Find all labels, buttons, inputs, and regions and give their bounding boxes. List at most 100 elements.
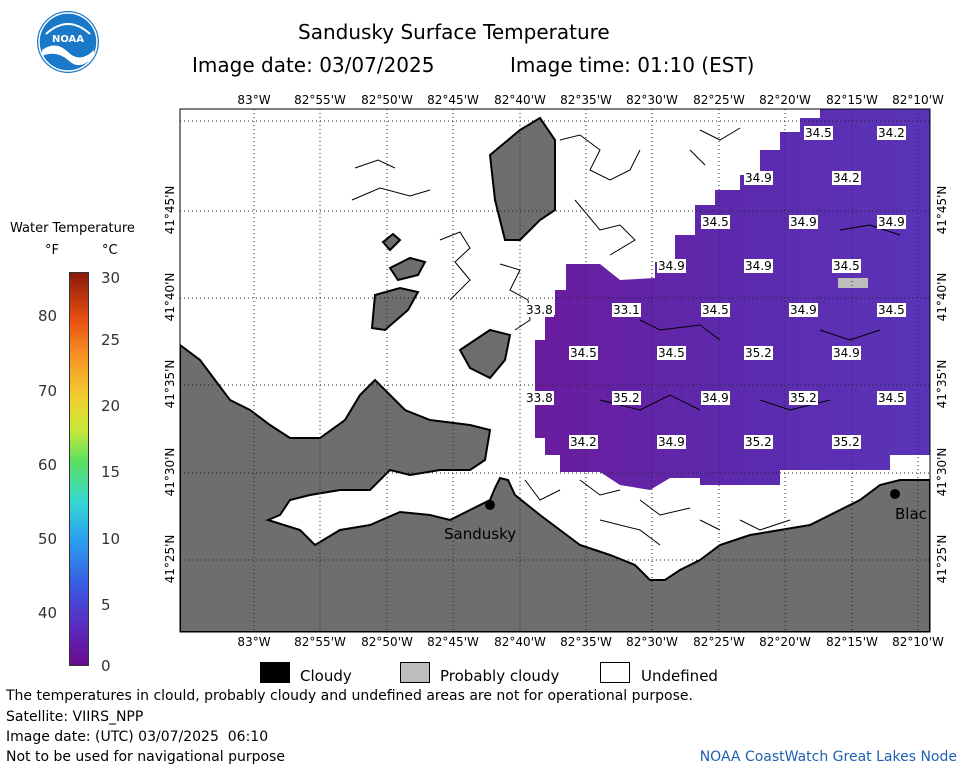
contour-lines <box>351 127 901 546</box>
temperature-label: 34.5 <box>804 126 833 140</box>
colorbar-tick-c: 25 <box>101 331 121 349</box>
lon-tick-bottom: 82°25'W <box>693 635 745 649</box>
lon-tick-top: 82°15'W <box>826 93 878 107</box>
lon-tick-bottom: 82°10'W <box>892 635 944 649</box>
lon-tick-top: 82°20'W <box>759 93 811 107</box>
probably-cloudy-patch <box>838 278 868 288</box>
colorbar-tick-c: 30 <box>101 269 121 287</box>
lon-tick-top: 82°50'W <box>361 93 413 107</box>
colorbar-tick-f: 50 <box>38 530 58 548</box>
temperature-label: 34.5 <box>701 215 730 229</box>
temperature-label: 34.9 <box>789 303 818 317</box>
colorbar-unit-f: °F <box>45 243 59 258</box>
lat-tick-left: 41°45'N <box>163 185 177 235</box>
lon-tick-top: 82°30'W <box>626 93 678 107</box>
legend-cloudy-label: Cloudy <box>300 667 352 685</box>
lon-tick-top: 82°35'W <box>560 93 612 107</box>
temperature-label: 34.9 <box>744 259 773 273</box>
colorbar-tick-f: 40 <box>38 604 58 622</box>
colorbar-tick-c: 15 <box>101 463 121 481</box>
lat-tick-right: 41°30'N <box>935 447 949 497</box>
temperature-label: 34.5 <box>701 303 730 317</box>
city-label-sandusky: Sandusky <box>444 525 517 543</box>
temperature-label: 34.2 <box>832 171 861 185</box>
lon-tick-bottom: 82°35'W <box>560 635 612 649</box>
lat-tick-left: 41°30'N <box>163 447 177 497</box>
nav-warning-text: Not to be used for navigational purpose <box>6 749 285 765</box>
lat-tick-left: 41°35'N <box>163 359 177 409</box>
disclaimer-text: The temperatures in clould, probably clo… <box>6 688 693 704</box>
legend-probably-cloudy-swatch <box>400 662 430 683</box>
image-time: Image time: 01:10 (EST) <box>510 53 755 77</box>
map-frame <box>179 108 931 633</box>
colorbar-tick-c: 0 <box>101 657 111 675</box>
colorbar <box>69 272 89 666</box>
city-label-blac: Blac <box>895 505 927 523</box>
temperature-label: 34.9 <box>832 346 861 360</box>
sandusky-marker <box>485 500 495 510</box>
temperature-label: 33.8 <box>525 391 554 405</box>
colorbar-tick-c: 10 <box>101 530 121 548</box>
colorbar-tick-f: 60 <box>38 456 58 474</box>
lon-tick-bottom: 82°55'W <box>294 635 346 649</box>
temperature-label: 34.9 <box>701 391 730 405</box>
temperature-label: 35.2 <box>744 435 773 449</box>
utc-date-text: Image date: (UTC) 03/07/2025 06:10 <box>6 729 269 745</box>
temperature-label: 35.2 <box>612 391 641 405</box>
credit-text: NOAA CoastWatch Great Lakes Node <box>699 749 957 765</box>
colorbar-tick-f: 70 <box>38 382 58 400</box>
temperature-label: 34.9 <box>744 171 773 185</box>
lat-tick-right: 41°45'N <box>935 185 949 235</box>
lon-tick-bottom: 82°30'W <box>626 635 678 649</box>
temperature-label: 34.9 <box>789 215 818 229</box>
island-north <box>488 116 556 241</box>
colorbar-unit-c: °C <box>102 243 118 258</box>
lat-tick-right: 41°25'N <box>935 534 949 584</box>
lat-tick-left: 41°25'N <box>163 534 177 584</box>
lon-tick-top: 83°W <box>237 93 271 107</box>
temperature-label: 34.9 <box>877 215 906 229</box>
lon-tick-top: 82°40'W <box>494 93 546 107</box>
island-small <box>388 256 427 282</box>
lon-tick-top: 82°55'W <box>294 93 346 107</box>
temperature-label: 33.1 <box>612 303 641 317</box>
temperature-label: 34.2 <box>569 435 598 449</box>
noaa-logo: NOAA <box>37 11 99 73</box>
temperature-label: 35.2 <box>789 391 818 405</box>
image-date: Image date: 03/07/2025 <box>192 53 435 77</box>
legend-probably-cloudy-label: Probably cloudy <box>440 667 560 685</box>
lon-tick-bottom: 82°40'W <box>494 635 546 649</box>
colorbar-title: Water Temperature <box>10 221 135 236</box>
lon-tick-bottom: 82°50'W <box>361 635 413 649</box>
temperature-label: 34.5 <box>569 346 598 360</box>
lon-tick-bottom: 82°20'W <box>759 635 811 649</box>
legend-cloudy-swatch <box>260 662 290 683</box>
lat-tick-right: 41°40'N <box>935 272 949 322</box>
page-title: Sandusky Surface Temperature <box>298 20 610 44</box>
island-mid <box>458 328 512 380</box>
temperature-label: 35.2 <box>744 346 773 360</box>
mainland <box>180 343 930 632</box>
island-west <box>370 286 420 332</box>
colorbar-tick-c: 20 <box>101 397 121 415</box>
temperature-label: 34.9 <box>657 259 686 273</box>
colorbar-tick-c: 5 <box>101 596 111 614</box>
graticule <box>180 109 930 632</box>
temperature-label: 35.2 <box>832 435 861 449</box>
temperature-label: 34.5 <box>832 259 861 273</box>
lat-tick-left: 41°40'N <box>163 272 177 322</box>
lon-tick-bottom: 82°45'W <box>427 635 479 649</box>
temperature-label: 34.5 <box>877 391 906 405</box>
colorbar-tick-f: 80 <box>38 307 58 325</box>
lon-tick-top: 82°25'W <box>693 93 745 107</box>
lat-tick-right: 41°35'N <box>935 359 949 409</box>
satellite-text: Satellite: VIIRS_NPP <box>6 709 144 725</box>
temperature-label: 34.2 <box>877 126 906 140</box>
lon-tick-bottom: 83°W <box>237 635 271 649</box>
temperature-label: 34.9 <box>657 435 686 449</box>
lon-tick-top: 82°10'W <box>892 93 944 107</box>
lon-tick-bottom: 82°15'W <box>826 635 878 649</box>
lon-tick-top: 82°45'W <box>427 93 479 107</box>
svg-text:NOAA: NOAA <box>52 34 84 45</box>
